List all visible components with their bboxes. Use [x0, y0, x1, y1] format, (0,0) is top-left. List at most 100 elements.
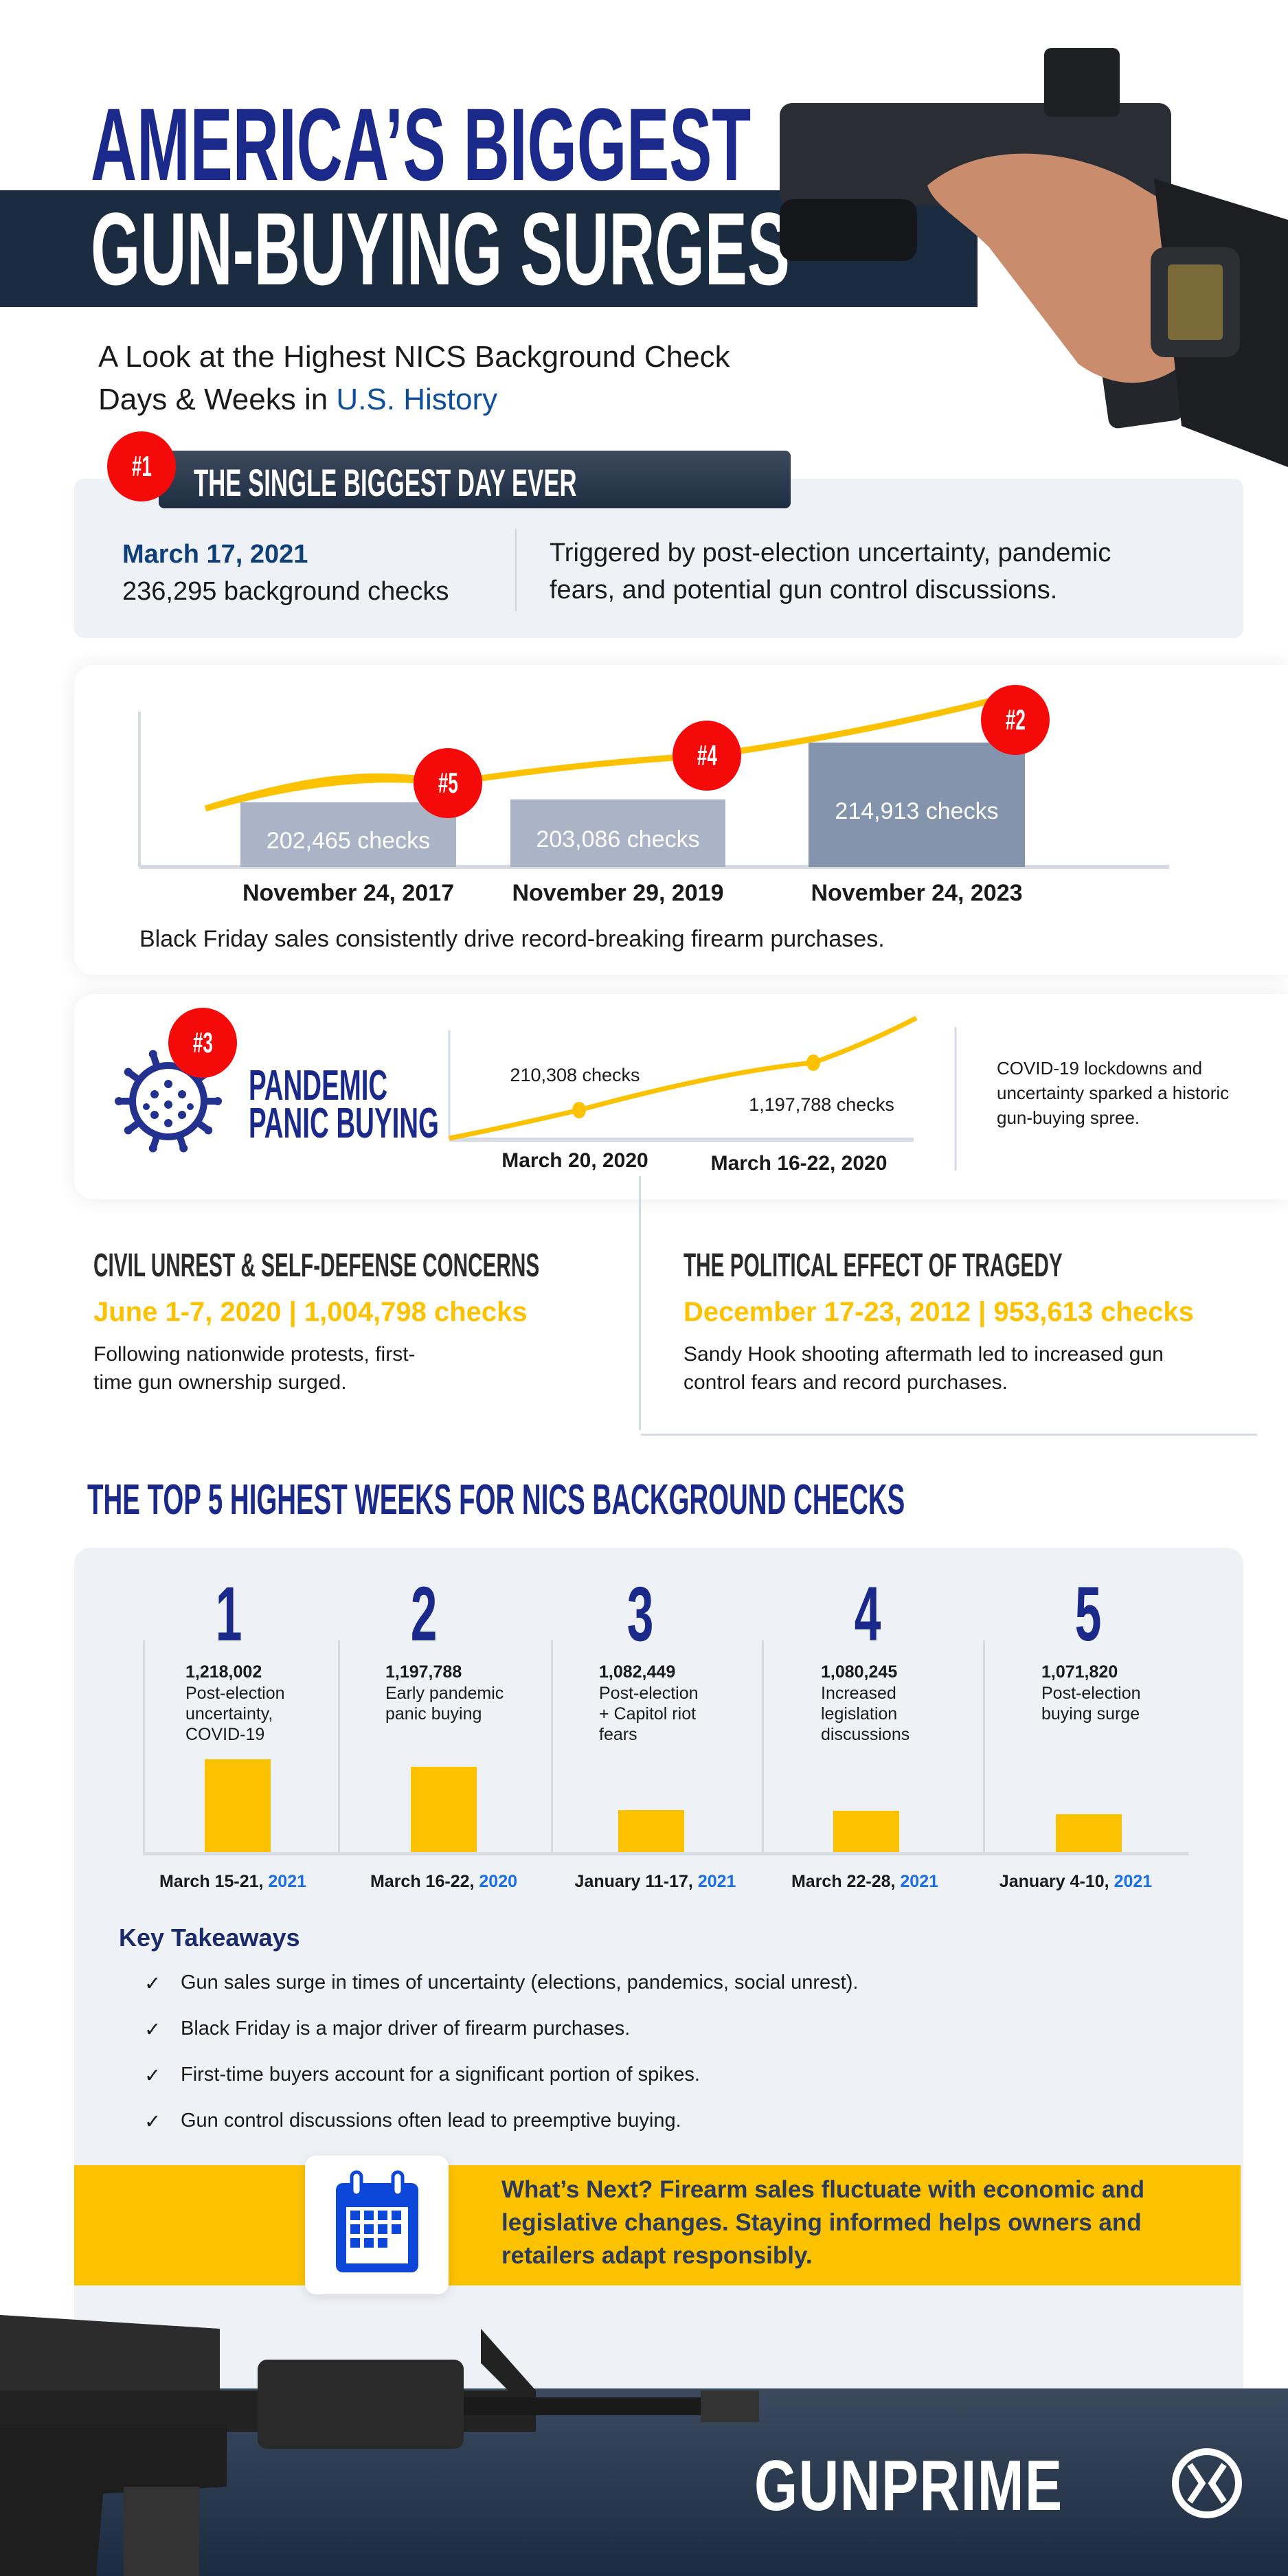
- week-desc: + Capitol riot: [599, 1704, 697, 1724]
- takeaways-title: Key Takeaways: [119, 1923, 300, 1952]
- whats-next-line-3: retailers adapt responsibly.: [501, 2242, 813, 2269]
- week-date: January 11-17, 2021: [574, 1872, 736, 1891]
- takeaway-item: Gun sales surge in times of uncertainty …: [181, 1971, 859, 1993]
- data-point: [806, 1054, 820, 1071]
- tragedy-stat: December 17-23, 2012 | 953,613 checks: [683, 1297, 1194, 1327]
- top5-baseline: [143, 1852, 1188, 1855]
- gunprime-logo: GUNPRIME: [754, 2446, 1063, 2526]
- bar-date: November 29, 2019: [512, 880, 724, 906]
- week-value: 1,071,820: [1041, 1662, 1118, 1682]
- rank-badge: #4: [673, 721, 741, 791]
- week-desc: uncertainty,: [185, 1704, 273, 1724]
- bar-date: November 24, 2017: [242, 880, 455, 906]
- point-date: March 20, 2020: [501, 1149, 648, 1172]
- column-divider: [762, 1640, 764, 1852]
- column-divider: [551, 1640, 553, 1852]
- week-bar: [833, 1811, 899, 1852]
- week-bar: [205, 1759, 271, 1852]
- pandemic-title-2: PANIC BUYING: [249, 1100, 439, 1147]
- takeaway-check-icon: ✓: [144, 2065, 161, 2087]
- civil-unrest-stat: June 1-7, 2020 | 1,004,798 checks: [93, 1297, 528, 1327]
- rank-badge-3: #3: [168, 1008, 237, 1078]
- single-day-desc-2: fears, and potential gun control discuss…: [550, 576, 1058, 605]
- pandemic-title-1: PANDEMIC: [249, 1062, 388, 1109]
- civil-unrest-title: CIVIL UNREST & SELF-DEFENSE CONCERNS: [93, 1247, 540, 1284]
- civil-unrest-desc-2: time gun ownership surged.: [93, 1371, 347, 1394]
- rank-number: 4: [854, 1571, 881, 1657]
- single-day-heading: THE SINGLE BIGGEST DAY EVER: [194, 461, 577, 504]
- tragedy-desc-1: Sandy Hook shooting aftermath led to inc…: [683, 1343, 1164, 1366]
- bar: [240, 802, 456, 867]
- week-value: 1,197,788: [385, 1662, 462, 1682]
- point-label: 1,197,788 checks: [749, 1094, 894, 1115]
- week-date: March 16-22, 2020: [370, 1872, 518, 1891]
- week-bar: [1056, 1814, 1122, 1852]
- week-date: March 15-21, 2021: [159, 1872, 307, 1891]
- bar-label: 214,913 checks: [835, 798, 999, 824]
- takeaway-check-icon: ✓: [144, 1973, 161, 1995]
- bar: [510, 799, 725, 867]
- week-date: March 22-28, 2021: [791, 1872, 939, 1891]
- column-rule: [641, 1434, 1257, 1436]
- takeaway-check-icon: ✓: [144, 2019, 161, 2041]
- bar-label: 203,086 checks: [536, 826, 700, 852]
- single-day-desc-1: Triggered by post-election uncertainty, …: [550, 539, 1111, 567]
- whats-next-line-1: What’s Next? Firearm sales fluctuate wit…: [501, 2176, 1145, 2203]
- week-bar: [411, 1767, 477, 1852]
- pandemic-card: [74, 994, 1288, 1199]
- calendar-icon-box: [305, 2156, 449, 2294]
- tragedy-desc-2: control fears and record purchases.: [683, 1371, 1008, 1394]
- title-line-2: GUN-BUYING SURGES: [91, 191, 790, 306]
- subtitle-line-2: Days & Weeks in U.S. History: [98, 383, 498, 416]
- week-desc: Post-election: [1041, 1684, 1141, 1703]
- column-divider: [143, 1640, 145, 1852]
- week-desc: panic buying: [385, 1704, 482, 1724]
- whats-next-line-2: legislative changes. Staying informed he…: [501, 2209, 1142, 2236]
- pandemic-desc-2: uncertainty sparked a historic: [997, 1083, 1230, 1103]
- single-day-date: March 17, 2021: [122, 540, 308, 569]
- pandemic-chart: [448, 1015, 957, 1171]
- rank-number: 2: [410, 1571, 438, 1657]
- rank-number: 1: [215, 1571, 242, 1657]
- week-desc: COVID-19: [185, 1725, 265, 1744]
- single-day-header: [159, 451, 791, 508]
- crosshair-logo-icon: [1172, 2448, 1242, 2518]
- subtitle-line-1: A Look at the Highest NICS Background Ch…: [98, 340, 730, 374]
- week-desc: legislation: [821, 1704, 898, 1724]
- week-bar: [618, 1810, 684, 1852]
- rank-badge: #5: [414, 748, 482, 818]
- rank-number: 3: [626, 1571, 654, 1657]
- rank-badge-1: #1: [107, 431, 176, 501]
- civil-unrest-desc-1: Following nationwide protests, first-: [93, 1343, 416, 1366]
- week-value: 1,082,449: [599, 1662, 676, 1682]
- week-desc: Increased: [821, 1684, 896, 1703]
- rank-number: 5: [1074, 1571, 1102, 1657]
- takeaway-item: First-time buyers account for a signific…: [181, 2064, 700, 2086]
- column-divider: [639, 1176, 641, 1430]
- week-value: 1,218,002: [185, 1662, 262, 1682]
- week-desc: fears: [599, 1725, 637, 1744]
- calendar-icon: [336, 2170, 418, 2272]
- column-divider: [983, 1640, 985, 1852]
- rifle-image: [0, 2315, 759, 2576]
- rank-badge: #2: [981, 685, 1050, 755]
- takeaway-check-icon: ✓: [144, 2111, 161, 2133]
- bar-label: 202,465 checks: [266, 828, 431, 854]
- bar-date: November 24, 2023: [811, 880, 1023, 906]
- whats-next-banner: [74, 2165, 1241, 2285]
- column-divider: [338, 1640, 340, 1852]
- point-date: March 16-22, 2020: [710, 1152, 888, 1175]
- week-date: January 4-10, 2021: [999, 1872, 1153, 1891]
- pandemic-desc-1: COVID-19 lockdowns and: [997, 1058, 1203, 1078]
- single-day-checks: 236,295 background checks: [122, 577, 449, 606]
- week-desc: buying surge: [1041, 1704, 1140, 1724]
- black-friday-chart: [138, 691, 1169, 869]
- title-line-1: AMERICA’S BIGGEST: [91, 87, 752, 202]
- week-desc: Post-election: [599, 1684, 699, 1703]
- week-value: 1,080,245: [821, 1662, 898, 1682]
- point-label: 210,308 checks: [510, 1065, 640, 1085]
- week-desc: discussions: [821, 1725, 910, 1744]
- week-desc: Early pandemic: [385, 1684, 504, 1703]
- trend-line: [449, 1015, 918, 1141]
- tragedy-title: THE POLITICAL EFFECT OF TRAGEDY: [683, 1247, 1063, 1284]
